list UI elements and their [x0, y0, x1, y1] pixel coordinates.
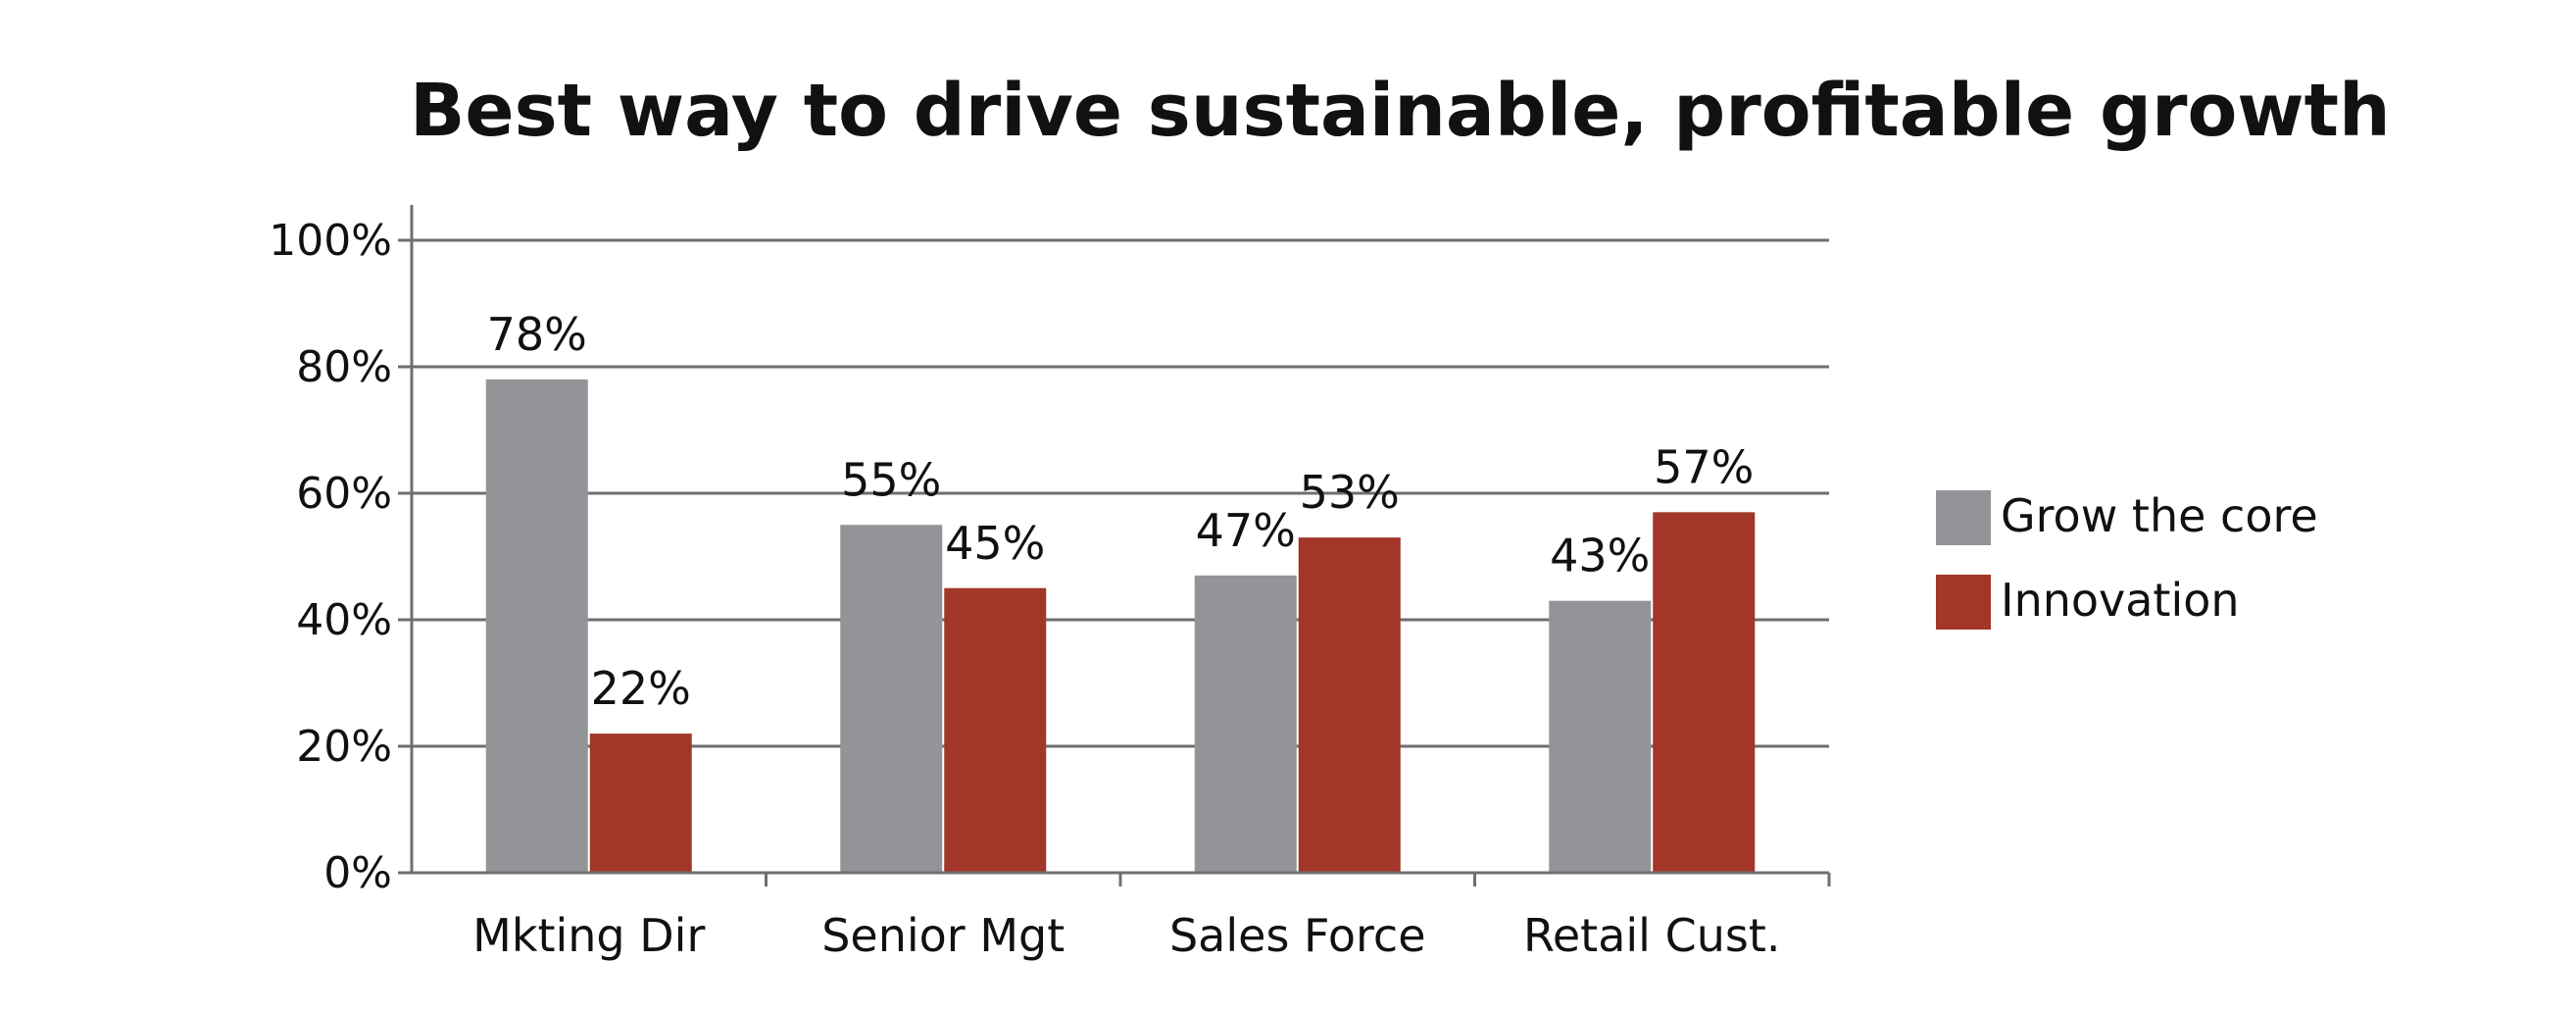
legend-swatch: [1936, 575, 1991, 630]
bar-value-label: 47%: [1196, 504, 1296, 557]
y-tick-label: 60%: [296, 469, 392, 519]
y-tick-label: 40%: [296, 595, 392, 645]
bar-value-label: 45%: [945, 517, 1045, 570]
x-category-label: Retail Cust.: [1523, 909, 1781, 962]
axes: 0% 20% 40% 60% 80% 100% Mkting Dir Senior Mgt Sa…: [269, 205, 1831, 962]
data-labels: 78% 22% 55%45% 47%53% 43%57%: [487, 308, 1755, 715]
bar-value-label: 22%: [591, 662, 691, 715]
bars: [485, 379, 1756, 873]
bar-value-label: 57%: [1654, 440, 1754, 493]
bar-grow-the-core: [840, 525, 943, 873]
bar-value-label: 55%: [841, 453, 941, 506]
legend: Grow the core Innovation: [1936, 489, 2318, 630]
legend-swatch: [1936, 490, 1991, 545]
bar-value-label: 43%: [1550, 530, 1650, 582]
x-category-label: Senior Mgt: [821, 909, 1065, 962]
bar-grow-the-core: [485, 379, 588, 873]
y-tick-label: 80%: [296, 342, 392, 392]
bar-grow-the-core: [1194, 575, 1297, 873]
x-category-label: Mkting Dir: [472, 909, 705, 962]
bar-innovation: [1298, 537, 1401, 873]
bar-value-label: 53%: [1300, 466, 1400, 519]
bar-innovation: [1653, 512, 1756, 873]
bar-value-label: 78%: [487, 308, 587, 361]
legend-label: Grow the core: [2001, 489, 2318, 542]
bar-innovation: [944, 587, 1047, 873]
bar-grow-the-core: [1549, 600, 1652, 873]
y-tick-label: 100%: [269, 216, 392, 266]
x-category-label: Sales Force: [1169, 909, 1426, 962]
chart-title: Best way to drive sustainable, profitabl…: [410, 69, 2391, 153]
legend-label: Innovation: [2001, 574, 2240, 627]
bar-innovation: [589, 734, 692, 873]
y-tick-label: 20%: [296, 722, 392, 772]
y-tick-label: 0%: [323, 848, 392, 898]
